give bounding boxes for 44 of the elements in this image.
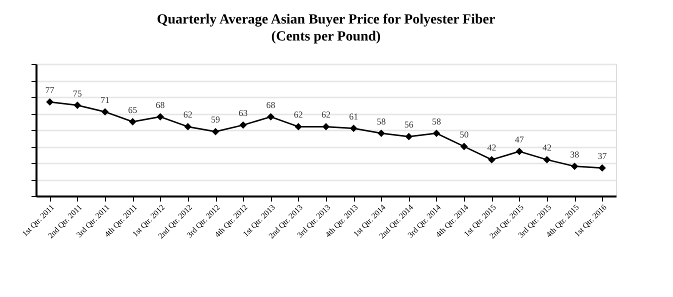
point (184, 122, 192, 130)
chart-title: Quarterly Average Asian Buyer Price for Polyester Fiber (156, 12, 496, 28)
data-label: 62 (322, 110, 330, 120)
point (516, 148, 524, 156)
point (128, 118, 136, 126)
point (322, 122, 330, 130)
point (239, 121, 247, 129)
data-label: 42 (542, 142, 552, 153)
data-label: 61 (349, 111, 358, 122)
data-label: 62 (294, 110, 303, 120)
point (350, 124, 358, 132)
point (405, 132, 413, 140)
point (212, 128, 220, 136)
data-label: 63 (238, 108, 248, 118)
data-label: 47 (514, 134, 524, 144)
point (294, 122, 302, 130)
data-label: 50 (460, 130, 470, 140)
data-label: 77 (45, 84, 55, 95)
data-label: 37 (598, 150, 608, 161)
point (267, 113, 274, 121)
point (101, 108, 109, 116)
point (570, 162, 578, 170)
point (74, 102, 82, 109)
data-label: 65 (128, 104, 138, 115)
point (460, 142, 468, 150)
point (543, 156, 551, 164)
point (488, 156, 496, 164)
data-label: 59 (211, 114, 221, 125)
data-label: 42 (487, 142, 496, 153)
data-label: 68 (266, 100, 276, 110)
data-label: 58 (432, 116, 442, 126)
data-label: 68 (156, 100, 166, 110)
data-label: 58 (376, 116, 386, 126)
point (432, 130, 440, 138)
data-label: 62 (183, 110, 192, 120)
chart-subtitle: (Cents per Pound) (271, 30, 382, 44)
data-label: 71 (100, 94, 110, 105)
data-label: 56 (404, 120, 414, 130)
data-label: 75 (72, 88, 82, 98)
point (46, 98, 54, 106)
point (378, 130, 385, 138)
data-label: 38 (570, 149, 580, 160)
point (156, 113, 164, 121)
point (598, 164, 606, 172)
